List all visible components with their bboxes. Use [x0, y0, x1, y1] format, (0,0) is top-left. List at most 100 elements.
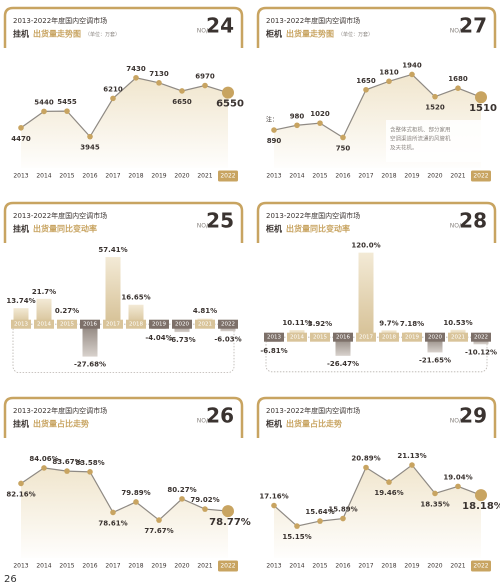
- value-label: 7430: [126, 65, 146, 73]
- x-tick-label: 2018: [129, 322, 143, 328]
- highlight-year-box: [471, 560, 491, 572]
- value-label: 15.15%: [282, 533, 311, 541]
- value-label: 10.11%: [282, 319, 311, 327]
- value-label: -26.47%: [327, 360, 359, 368]
- value-label: 19.04%: [443, 473, 472, 481]
- x-tick-label: 2021: [198, 322, 212, 328]
- series-line: [273, 464, 482, 527]
- year-box: [287, 332, 307, 342]
- x-tick-label: 2013: [266, 173, 281, 180]
- panel-title: 2013-2022年度国内空调市场: [266, 211, 360, 220]
- value-label: -4.04%: [145, 334, 172, 342]
- x-tick-label: 2013: [14, 322, 28, 328]
- value-label: 78.61%: [98, 519, 127, 527]
- value-label: 890: [267, 137, 282, 145]
- note-line: 空调渠道所流通的风管机: [390, 135, 451, 143]
- panel-subtitle-prefix: 挂机: [13, 419, 29, 429]
- point: [294, 523, 300, 529]
- point: [110, 95, 116, 102]
- bar: [358, 252, 374, 338]
- point: [340, 515, 346, 522]
- point: [202, 82, 208, 89]
- year-box: [448, 332, 468, 342]
- panel-title: 2013-2022年度国内空调市场: [13, 406, 107, 415]
- year-box: [310, 332, 330, 342]
- value-label: 6650: [172, 98, 192, 106]
- x-tick-label: 2019: [152, 322, 166, 328]
- x-tick-label: 2019: [404, 563, 419, 570]
- value-label: 3945: [80, 144, 100, 152]
- negative-bar: [335, 337, 351, 356]
- point: [363, 86, 369, 93]
- point: [455, 483, 461, 490]
- x-tick-label: 2016: [82, 563, 97, 570]
- value-label: 7130: [149, 70, 169, 78]
- x-tick-label: 2016: [335, 173, 350, 180]
- value-label: 980: [290, 112, 305, 120]
- value-label: 120.0%: [351, 242, 380, 250]
- point: [133, 499, 139, 505]
- x-tick-label: 2022: [221, 322, 235, 328]
- point: [156, 80, 162, 86]
- panel-frame: [3, 6, 244, 48]
- point: [386, 479, 392, 485]
- point: [271, 502, 277, 509]
- x-tick-label: 2020: [427, 563, 442, 570]
- x-tick-label: 2018: [128, 173, 143, 180]
- bar: [128, 304, 144, 325]
- year-box: [218, 319, 238, 329]
- panel-subtitle: 出货量同比变动率: [33, 224, 97, 234]
- point: [18, 124, 24, 131]
- x-tick-label: 2014: [289, 563, 304, 570]
- x-tick-label: 2014: [36, 563, 51, 570]
- value-label: -6.81%: [260, 347, 287, 355]
- highlight-point: [222, 86, 234, 99]
- value-label: 77.67%: [144, 527, 173, 535]
- note-box: [386, 120, 486, 162]
- highlight-year-box: [471, 170, 491, 182]
- highlight-year-box: [218, 560, 238, 572]
- point: [179, 496, 185, 502]
- badge-number: 28: [459, 209, 487, 233]
- value-label: 84.06%: [29, 455, 58, 463]
- value-label: 17.16%: [259, 493, 288, 501]
- x-tick-label: 2021: [197, 563, 212, 570]
- line-area: [21, 77, 228, 168]
- panel-subtitle-prefix: 柜机: [265, 29, 282, 39]
- point: [340, 134, 346, 141]
- x-tick-label: 2019: [405, 335, 419, 341]
- x-tick-label: 2022: [473, 563, 488, 570]
- x-tick-label: 2014: [36, 173, 51, 180]
- point: [432, 93, 438, 100]
- point: [41, 108, 47, 115]
- year-box: [379, 332, 399, 342]
- value-label: 18.35%: [420, 500, 449, 508]
- badge-number: 24: [206, 14, 234, 38]
- year-box: [425, 332, 445, 342]
- point: [110, 509, 116, 516]
- badge-prefix: NO/: [197, 418, 209, 425]
- value-label: 82.16%: [6, 490, 35, 498]
- highlight-point: [475, 91, 487, 104]
- panel-frame: [3, 201, 244, 243]
- value-label: 7.18%: [400, 320, 424, 328]
- point: [87, 133, 93, 140]
- panel-title: 2013-2022年度国内空调市场: [266, 16, 360, 25]
- badge-prefix: NO/: [197, 223, 209, 230]
- point: [64, 468, 70, 474]
- series-line: [273, 73, 482, 139]
- x-tick-label: 2016: [335, 563, 350, 570]
- point: [317, 518, 323, 524]
- unit-label: （单位：万套）: [85, 31, 120, 38]
- value-label: -27.68%: [74, 361, 106, 369]
- value-label: 79.02%: [190, 496, 219, 504]
- panel-subtitle-prefix: 柜机: [265, 419, 282, 429]
- value-label: -6.03%: [214, 335, 241, 343]
- panel-title: 2013-2022年度国内空调市场: [266, 406, 360, 415]
- point: [294, 122, 300, 129]
- x-tick-label: 2022: [220, 173, 235, 180]
- panel-frame: [256, 201, 497, 243]
- x-tick-label: 2020: [428, 335, 442, 341]
- x-tick-label: 2020: [174, 563, 189, 570]
- series-line: [20, 77, 229, 138]
